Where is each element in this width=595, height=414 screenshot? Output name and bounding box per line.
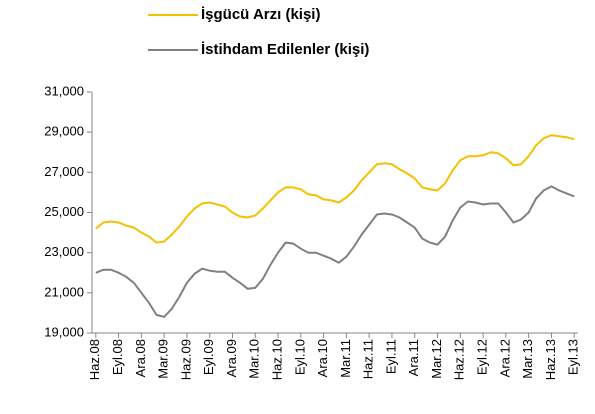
y-tick-label: 25,000 [44, 204, 84, 219]
x-tick-label: Ara.08 [133, 339, 148, 377]
series-line [95, 185, 575, 319]
y-tick-label: 29,000 [44, 124, 84, 139]
y-tick-label: 19,000 [44, 324, 84, 339]
y-tick-label: 27,000 [44, 164, 84, 179]
x-tick-label: Eyl.10 [292, 339, 307, 375]
y-tick-label: 23,000 [44, 244, 84, 259]
x-tick-label: Mar.09 [156, 339, 171, 379]
x-tick-label: Ara.10 [315, 339, 330, 377]
x-tick-label: Mar.11 [338, 339, 353, 378]
x-tick-label: Haz.08 [87, 339, 102, 380]
x-tick-label: Eyl.11 [383, 339, 398, 374]
x-tick-label: Haz.12 [452, 339, 467, 380]
x-tick-label: Haz.13 [543, 339, 558, 380]
x-tick-label: Eyl.09 [201, 339, 216, 375]
legend-text: İşgücü Arzı (kişi) [201, 6, 320, 23]
x-tick-label: Eyl.12 [475, 339, 490, 375]
x-tick-label: Haz.10 [269, 339, 284, 380]
x-tick-label: Ara.12 [497, 339, 512, 377]
x-tick-label: Ara.11 [406, 339, 421, 376]
x-tick-label: Mar.10 [247, 339, 262, 379]
y-tick-label: 31,000 [44, 83, 84, 98]
series-line [95, 134, 575, 244]
x-tick-label: Mar.12 [429, 339, 444, 379]
x-tick-label: Mar.13 [520, 339, 535, 379]
x-tick-label: Ara.09 [224, 339, 239, 377]
x-tick-label: Eyl.13 [566, 339, 581, 375]
legend-text: İstihdam Edilenler (kişi) [201, 41, 369, 58]
y-tick-label: 21,000 [44, 284, 84, 299]
x-tick-label: Eyl.08 [110, 339, 125, 375]
x-tick-label: Haz.09 [178, 339, 193, 380]
x-tick-label: Haz.11 [361, 339, 376, 379]
